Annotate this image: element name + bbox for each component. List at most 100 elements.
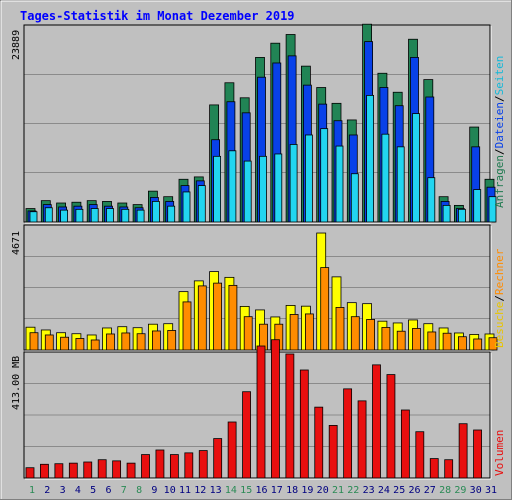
bar-volumen-17: [256, 345, 266, 479]
bar-rechner-day-8: [136, 333, 146, 351]
bar-seiten-day-24: [381, 133, 390, 223]
bar-rechner-day-14: [228, 284, 238, 351]
x-tick-label-day-8: 8: [136, 485, 142, 496]
bar-rechner-day-22: [350, 316, 360, 351]
x-tick-label-day-20: 20: [317, 485, 329, 496]
bar-seiten-day-7: [121, 208, 130, 223]
bar-seiten-day-25: [396, 146, 405, 223]
bar-seiten-day-18: [289, 144, 298, 223]
legend-volumen: Volumen: [493, 430, 506, 476]
bar-rechner-day-11: [182, 301, 192, 351]
bar-rechner-day-2: [44, 334, 54, 351]
bar-seiten-day-22: [350, 173, 359, 223]
legend-besuche: Besuche: [493, 302, 506, 348]
x-tick-label-day-17: 17: [271, 485, 283, 496]
x-tick-label-day-27: 27: [424, 485, 436, 496]
panel2-ymax-label: 4671: [11, 231, 22, 255]
bar-rechner-day-24: [381, 327, 391, 351]
bar-rechner-day-5: [90, 339, 100, 351]
bar-volumen-4: [68, 462, 78, 479]
bar-rechner-day-26: [412, 328, 421, 351]
bar-volumen-29: [429, 458, 439, 479]
x-tick-label-day-19: 19: [301, 485, 313, 496]
bar-volumen-6: [97, 459, 107, 479]
bar-rechner-day-1: [29, 332, 39, 351]
bar-seiten-day-21: [335, 145, 344, 223]
bar-volumen-5: [83, 461, 93, 479]
x-tick-label-day-31: 31: [485, 485, 497, 496]
bar-volumen-22: [328, 425, 338, 479]
x-tick-label-day-4: 4: [75, 485, 81, 496]
bar-rechner-day-3: [60, 336, 69, 351]
bar-rechner-day-23: [366, 319, 376, 351]
bar-rechner-day-20: [320, 267, 330, 351]
x-tick-label-day-26: 26: [408, 485, 420, 496]
bar-rechner-day-21: [335, 307, 345, 351]
panel1-ymax-label: 23889: [11, 30, 22, 60]
bar-volumen-1: [25, 467, 35, 479]
bar-volumen-18: [271, 339, 280, 479]
bar-seiten-day-13: [213, 155, 222, 223]
bar-seiten-day-6: [106, 208, 114, 223]
bar-volumen-31: [458, 423, 468, 479]
x-tick-label-day-16: 16: [255, 485, 267, 496]
legend-sep-1: /: [493, 148, 506, 155]
bar-rechner-day-7: [121, 332, 131, 351]
bar-seiten-day-15: [243, 160, 252, 223]
legend-panel2: Besuche/Rechner: [493, 248, 506, 348]
legend-sep-3: /: [493, 295, 506, 302]
bar-volumen-14: [213, 438, 223, 479]
bar-seiten-day-9: [151, 201, 160, 223]
bar-volumen-8: [126, 462, 136, 479]
bar-volumen-3: [54, 463, 64, 479]
x-tick-label-day-12: 12: [194, 485, 206, 496]
x-tick-label-day-10: 10: [164, 485, 176, 496]
bar-volumen-16: [242, 391, 251, 479]
x-tick-label-day-6: 6: [105, 485, 111, 496]
bar-volumen-20: [299, 369, 309, 479]
bar-seiten-day-20: [320, 128, 329, 223]
bar-seiten-day-3: [60, 209, 68, 223]
x-tick-label-day-14: 14: [225, 485, 237, 496]
legend-panel3: Volumen: [493, 430, 506, 476]
legend-panel1: Anfragen/Dateien/Seiten: [493, 56, 506, 208]
bar-seiten-day-16: [259, 155, 267, 223]
panel3-ymax-label: 413.00 MB: [11, 356, 22, 410]
bar-rechner-day-4: [75, 338, 85, 351]
bar-seiten-day-26: [412, 113, 420, 223]
bar-seiten-day-29: [457, 208, 466, 223]
x-tick-labels: 1 2 3 4 5 6 7 8 9 10 11 12 13 14 15 16 17 18 19 20 21 22 23 24 2…: [29, 485, 497, 496]
bar-rechner-day-25: [396, 330, 406, 351]
bar-seiten-day-1: [29, 211, 38, 223]
bar-volumen-11: [169, 454, 179, 479]
x-tick-label-day-7: 7: [121, 485, 127, 496]
bar-volumen-12: [184, 452, 194, 479]
bar-seiten-day-23: [366, 95, 375, 223]
chart-title: Tages-Statistik im Monat Dezember 2019: [20, 9, 295, 23]
bar-rechner-day-10: [167, 330, 177, 351]
legend-rechner: Rechner: [493, 248, 506, 295]
bar-volumen-30: [444, 459, 454, 479]
panel2-bars: [25, 232, 498, 351]
x-tick-label-day-21: 21: [332, 485, 344, 496]
bar-seiten-day-2: [44, 207, 53, 223]
bar-rechner-day-30: [473, 338, 483, 351]
bar-rechner-day-15: [243, 316, 253, 351]
x-tick-label-day-23: 23: [363, 485, 375, 496]
bar-seiten-day-30: [473, 189, 482, 223]
bar-rechner-day-12: [197, 285, 207, 351]
bar-seiten-day-28: [442, 204, 451, 223]
x-tick-label-day-24: 24: [378, 485, 390, 496]
bar-seiten-day-19: [304, 134, 313, 223]
x-tick-label-day-28: 28: [439, 485, 451, 496]
x-tick-label-day-30: 30: [470, 485, 482, 496]
x-tick-label-day-1: 1: [29, 485, 35, 496]
bar-rechner-day-18: [289, 314, 299, 351]
bar-seiten-day-12: [197, 185, 206, 223]
bar-volumen-10: [155, 449, 165, 479]
panel3-bars: [25, 339, 482, 479]
bar-seiten-day-10: [167, 205, 176, 223]
bar-seiten-day-17: [274, 153, 283, 223]
x-tick-label-day-25: 25: [393, 485, 405, 496]
